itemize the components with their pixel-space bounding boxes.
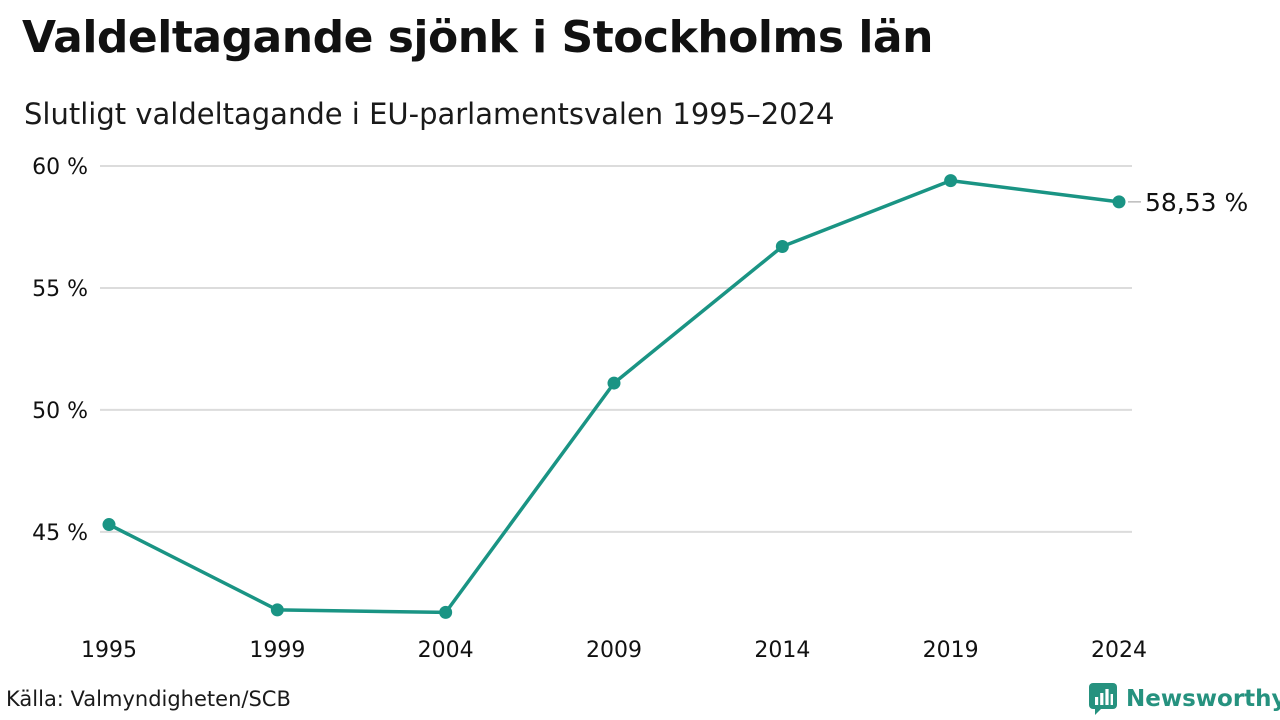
chart-subtitle: Slutligt valdeltagande i EU-parlamentsva… [24,97,835,131]
y-tick-label: 60 % [32,155,88,180]
chart-title: Valdeltagande sjönk i Stockholms län [22,12,933,63]
x-tick-label: 2014 [754,638,810,663]
y-tick-label: 45 % [32,521,88,546]
newsworthy-logo: Newsworthy [1088,682,1280,716]
data-point [439,605,453,619]
x-tick-label: 2019 [923,638,979,663]
x-tick-label: 2009 [586,638,642,663]
series-turnout [102,174,1126,619]
x-axis-labels: 1995 1999 2004 2009 2014 2019 2024 [81,638,1147,663]
data-labels: 58,53 % [1128,188,1248,217]
bar-chart-bubble-icon [1089,683,1117,715]
grid-lines [100,165,1132,533]
x-tick-label: 2024 [1091,638,1147,663]
x-tick-label: 1999 [249,638,305,663]
series-line [107,178,1121,615]
data-point [102,518,116,532]
data-point [1112,195,1126,209]
data-point [270,603,284,617]
source-note: Källa: Valmyndigheten/SCB [6,687,291,711]
data-point [944,174,958,188]
brand-name: Newsworthy [1126,686,1280,712]
y-tick-label: 55 % [32,277,88,302]
y-tick-label: 50 % [32,399,88,424]
data-point [775,239,789,253]
line-chart: 45 % 50 % 55 % 60 % 1995 1999 2004 2009 2014 201… [32,155,1248,663]
x-tick-label: 2004 [418,638,474,663]
y-axis-labels: 45 % 50 % 55 % 60 % [32,155,88,546]
end-value-label: 58,53 % [1145,188,1248,217]
data-point [607,376,621,390]
x-tick-label: 1995 [81,638,137,663]
